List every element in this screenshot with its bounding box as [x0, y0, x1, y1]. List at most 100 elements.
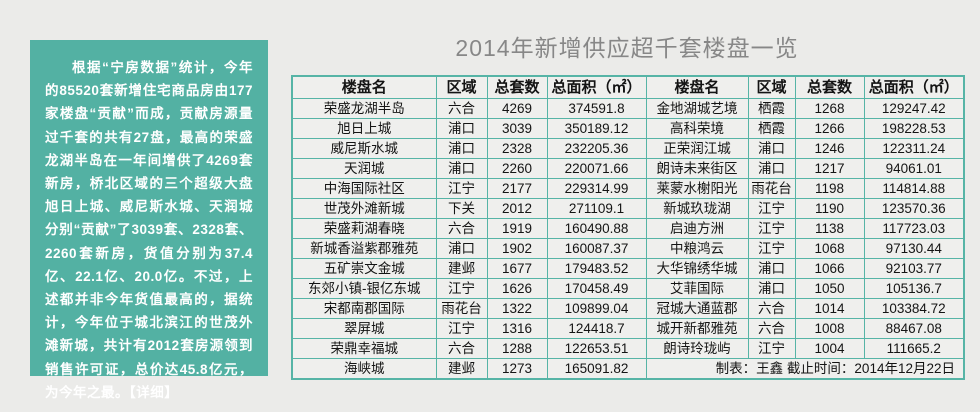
- cell-project-name: 旭日上城: [291, 118, 437, 139]
- cell-region: 浦口: [435, 238, 488, 259]
- cell-project-name: 冠城大通蓝郡: [645, 298, 749, 319]
- cell-project-name: 东郊小镇-银亿东城: [291, 278, 437, 299]
- header-row: 楼盘名 区域 总套数 总面积（㎡） 楼盘名 区域 总套数 总面积（㎡）: [291, 75, 965, 99]
- cell-units: 4269: [486, 98, 548, 119]
- table-row: 东郊小镇-银亿东城 江宁 1626 170458.49 艾菲国际 浦口 1050 105136…: [291, 278, 965, 299]
- cell-region: 栖霞: [747, 98, 796, 119]
- cell-region: 雨花台: [435, 298, 488, 319]
- cell-area: 122653.51: [546, 338, 647, 359]
- cell-units: 1014: [794, 298, 865, 319]
- cell-units: 1008: [794, 318, 865, 339]
- cell-area: 105136.7: [863, 278, 965, 299]
- cell-project-name: 城开新都雅苑: [645, 318, 749, 339]
- cell-project-name: 天润城: [291, 158, 437, 179]
- cell-area: 170458.49: [546, 278, 647, 299]
- cell-project-name: 荣盛莉湖春晓: [291, 218, 437, 239]
- cell-project-name: 荣鼎幸福城: [291, 338, 437, 359]
- cell-region: 六合: [435, 98, 488, 119]
- cell-region: 江宁: [747, 218, 796, 239]
- cell-region: 浦口: [747, 138, 796, 159]
- cell-region: 江宁: [747, 198, 796, 219]
- intro-text: 根据“宁房数据”统计，今年的85520套新增住宅商品房由177家楼盘“贡献”而成…: [45, 60, 253, 400]
- cell-region: 浦口: [435, 118, 488, 139]
- cell-region: 浦口: [435, 138, 488, 159]
- cell-area: 97130.44: [863, 238, 965, 259]
- cell-region: 浦口: [747, 278, 796, 299]
- intro-paragraph: 根据“宁房数据”统计，今年的85520套新增住宅商品房由177家楼盘“贡献”而成…: [45, 56, 253, 404]
- cell-project-name: 荣盛龙湖半岛: [291, 98, 437, 119]
- cell-region: 江宁: [435, 318, 488, 339]
- col-header-region: 区域: [435, 75, 488, 99]
- table-row: 新城香溢紫郡雅苑 浦口 1902 160087.37 中粮鸿云 江宁 1068 97130.4…: [291, 238, 965, 259]
- col-header-project-name: 楼盘名: [291, 75, 437, 99]
- cell-area: 229314.99: [546, 178, 647, 199]
- cell-project-name: 翠屏城: [291, 318, 437, 339]
- col-header-area: 总面积（㎡）: [863, 75, 965, 99]
- cell-units: 1217: [794, 158, 865, 179]
- cell-units: 1268: [794, 98, 865, 119]
- cell-region: 江宁: [747, 338, 796, 359]
- cell-units: 1902: [486, 238, 548, 259]
- cell-project-name: 正荣润江城: [645, 138, 749, 159]
- col-header-region: 区域: [747, 75, 796, 99]
- cell-region: 六合: [747, 298, 796, 319]
- table-row: 荣盛莉湖春晓 六合 1919 160490.88 启迪方洲 江宁 1138 117723.03: [291, 218, 965, 239]
- table-footer-note: 制表：王鑫 截止时间：2014年12月22日: [645, 358, 965, 380]
- cell-region: 六合: [435, 338, 488, 359]
- cell-area: 117723.03: [863, 218, 965, 239]
- cell-area: 111665.2: [863, 338, 965, 359]
- cell-units: 1068: [794, 238, 865, 259]
- cell-region: 六合: [435, 218, 488, 239]
- cell-area: 220071.66: [546, 158, 647, 179]
- intro-panel: 根据“宁房数据”统计，今年的85520套新增住宅商品房由177家楼盘“贡献”而成…: [30, 40, 268, 400]
- table-row: 世茂外滩新城 下关 2012 271109.1 新城玖珑湖 江宁 1190 123570.36: [291, 198, 965, 219]
- detail-link[interactable]: 【详细】: [129, 384, 179, 400]
- cell-area: 109899.04: [546, 298, 647, 319]
- table-row: 荣鼎幸福城 六合 1288 122653.51 朗诗玲珑屿 江宁 1004 111665.2: [291, 338, 965, 359]
- cell-region: 下关: [435, 198, 488, 219]
- cell-units: 3039: [486, 118, 548, 139]
- cell-area: 350189.12: [546, 118, 647, 139]
- cell-units: 1050: [794, 278, 865, 299]
- cell-units: 2328: [486, 138, 548, 159]
- cell-units: 1138: [794, 218, 865, 239]
- cell-region: 建邺: [435, 358, 488, 380]
- cell-project-name: 新城玖珑湖: [645, 198, 749, 219]
- cell-project-name: 启迪方洲: [645, 218, 749, 239]
- cell-units: 1198: [794, 178, 865, 199]
- cell-area: 271109.1: [546, 198, 647, 219]
- cell-units: 1266: [794, 118, 865, 139]
- table-row: 宋都南郡国际 雨花台 1322 109899.04 冠城大通蓝郡 六合 1014 103384…: [291, 298, 965, 319]
- cell-project-name: 新城香溢紫郡雅苑: [291, 238, 437, 259]
- cell-area: 179483.52: [546, 258, 647, 279]
- cell-area: 114814.88: [863, 178, 965, 199]
- cell-area: 160490.88: [546, 218, 647, 239]
- cell-region: 六合: [747, 318, 796, 339]
- col-header-units: 总套数: [486, 75, 548, 99]
- table-row: 荣盛龙湖半岛 六合 4269 374591.8 金地湖城艺境 栖霞 1268 129247.4…: [291, 98, 965, 119]
- cell-project-name: 海峡城: [291, 358, 437, 380]
- cell-units: 1273: [486, 358, 548, 380]
- table-row: 五矿崇文金城 建邺 1677 179483.52 大华锦绣华城 浦口 1066 92103.7…: [291, 258, 965, 279]
- table-row: 威尼斯水城 浦口 2328 232205.36 正荣润江城 浦口 1246 122311.24: [291, 138, 965, 159]
- cell-area: 123570.36: [863, 198, 965, 219]
- cell-area: 94061.01: [863, 158, 965, 179]
- cell-units: 2177: [486, 178, 548, 199]
- col-header-area: 总面积（㎡）: [546, 75, 647, 99]
- cell-project-name: 中海国际社区: [291, 178, 437, 199]
- cell-area: 124418.7: [546, 318, 647, 339]
- cell-region: 浦口: [747, 258, 796, 279]
- cell-region: 栖霞: [747, 118, 796, 139]
- cell-area: 129247.42: [863, 98, 965, 119]
- cell-area: 92103.77: [863, 258, 965, 279]
- page-title: 2014年新增供应超千套楼盘一览: [455, 35, 799, 61]
- cell-project-name: 世茂外滩新城: [291, 198, 437, 219]
- cell-project-name: 中粮鸿云: [645, 238, 749, 259]
- cell-project-name: 宋都南郡国际: [291, 298, 437, 319]
- supply-table: 楼盘名 区域 总套数 总面积（㎡） 楼盘名 区域 总套数 总面积（㎡） 荣盛龙湖…: [291, 75, 965, 380]
- col-header-units: 总套数: [794, 75, 865, 99]
- cell-project-name: 大华锦绣华城: [645, 258, 749, 279]
- cell-area: 103384.72: [863, 298, 965, 319]
- cell-region: 江宁: [435, 278, 488, 299]
- cell-region: 雨花台: [747, 178, 796, 199]
